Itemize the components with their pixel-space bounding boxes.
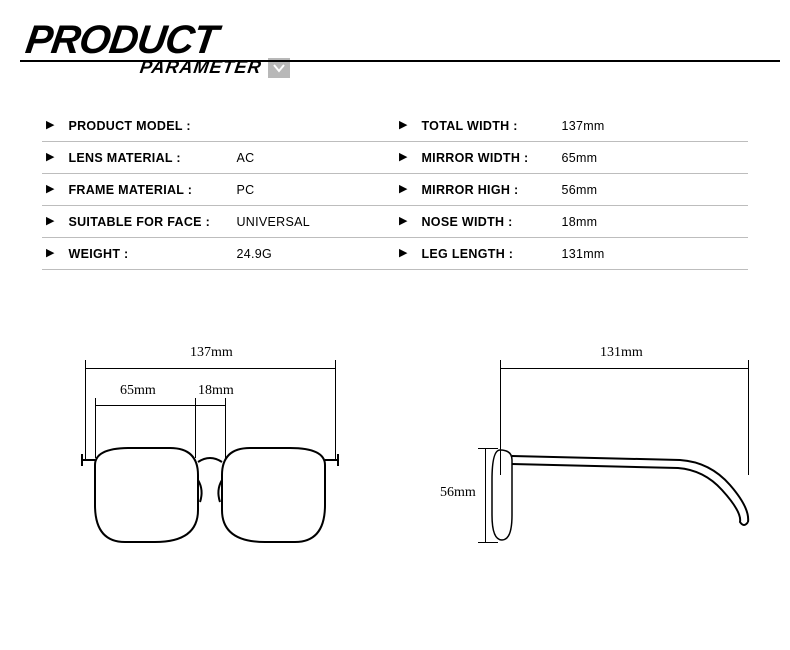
bullet-icon: ▶ [399, 184, 407, 195]
bullet-icon: ▶ [46, 184, 54, 195]
bullet-icon: ▶ [399, 120, 407, 131]
spec-label: TOTAL WIDTH : [421, 119, 561, 133]
table-row: ▶ LENS MATERIAL : AC ▶ MIRROR WIDTH : 65… [42, 142, 748, 174]
spec-value: 24.9G [236, 247, 272, 261]
spec-label: NOSE WIDTH : [421, 215, 561, 229]
dim-line [485, 448, 486, 543]
spec-table: ▶ PRODUCT MODEL : ▶ TOTAL WIDTH : 137mm … [42, 110, 748, 270]
dimension-diagram: 137mm 65mm 18mm 131mm 56mm [0, 320, 790, 620]
spec-label: LEG LENGTH : [421, 247, 561, 261]
dim-line [195, 405, 225, 406]
spec-value: AC [236, 151, 254, 165]
spec-label: FRAME MATERIAL : [68, 183, 236, 197]
header-rule [20, 60, 780, 62]
spec-value: 65mm [561, 151, 641, 165]
spec-value: PC [236, 183, 254, 197]
dim-lens-width: 65mm [120, 383, 156, 399]
bullet-icon: ▶ [46, 248, 54, 259]
bullet-icon: ▶ [399, 248, 407, 259]
spec-label: LENS MATERIAL : [68, 151, 236, 165]
dim-line [500, 368, 748, 369]
dim-total-width: 137mm [190, 345, 233, 361]
bullet-icon: ▶ [46, 152, 54, 163]
header: PRODUCT PARAMETER [0, 0, 790, 78]
spec-label: MIRROR WIDTH : [421, 151, 561, 165]
glasses-front-icon [70, 440, 350, 580]
spec-label: WEIGHT : [68, 247, 236, 261]
dim-line [85, 368, 335, 369]
table-row: ▶ PRODUCT MODEL : ▶ TOTAL WIDTH : 137mm [42, 110, 748, 142]
glasses-side-icon [490, 440, 760, 560]
dim-nose-width: 18mm [198, 383, 234, 399]
spec-value: UNIVERSAL [236, 215, 310, 229]
spec-label: SUITABLE FOR FACE : [68, 215, 236, 229]
spec-value: 56mm [561, 183, 641, 197]
spec-value: 131mm [561, 247, 641, 261]
spec-label: PRODUCT MODEL : [68, 119, 236, 133]
dim-line [95, 405, 195, 406]
spec-label: MIRROR HIGH : [421, 183, 561, 197]
table-row: ▶ FRAME MATERIAL : PC ▶ MIRROR HIGH : 56… [42, 174, 748, 206]
spec-value: 137mm [561, 119, 641, 133]
bullet-icon: ▶ [399, 152, 407, 163]
table-row: ▶ WEIGHT : 24.9G ▶ LEG LENGTH : 131mm [42, 238, 748, 270]
bullet-icon: ▶ [399, 216, 407, 227]
spec-value: 18mm [561, 215, 641, 229]
bullet-icon: ▶ [46, 120, 54, 131]
dim-leg-length: 131mm [600, 345, 643, 361]
bullet-icon: ▶ [46, 216, 54, 227]
dim-lens-height: 56mm [440, 485, 476, 501]
table-row: ▶ SUITABLE FOR FACE : UNIVERSAL ▶ NOSE W… [42, 206, 748, 238]
